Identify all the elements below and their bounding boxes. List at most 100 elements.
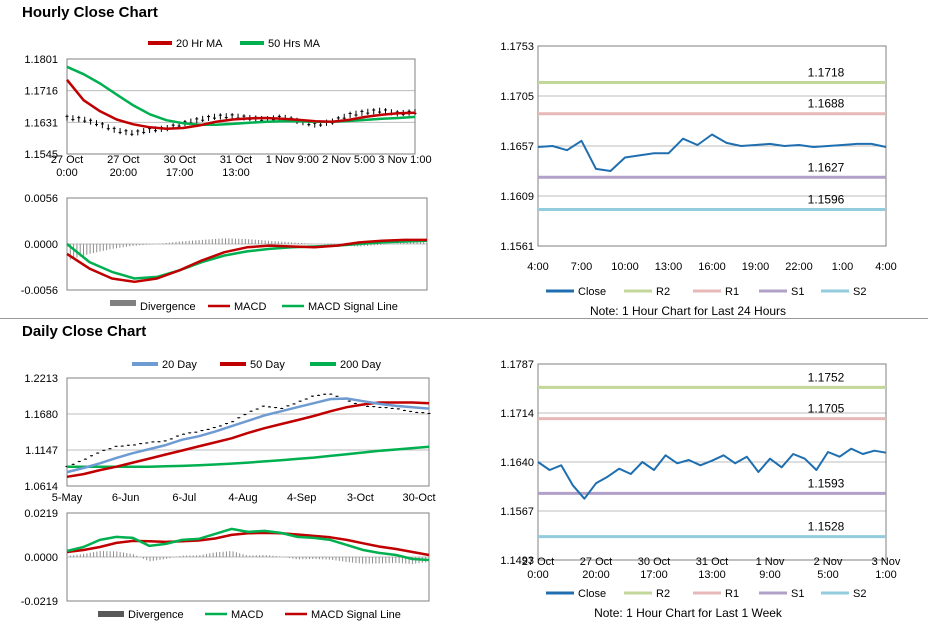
- legend-label: 20 Day: [162, 359, 197, 371]
- y-tick-label: 1.1147: [25, 445, 58, 457]
- hourly-macd-chart: 0.0056 0.0000 -0.0056 Divergence MACD MACD Si…: [21, 193, 428, 313]
- y-tick-label: 0.0000: [24, 552, 58, 564]
- legend-label: S1: [791, 286, 804, 298]
- level-label-s1: 1.1593: [808, 476, 845, 490]
- x-tick-label: 5:00: [817, 569, 838, 581]
- x-tick-label: 17:00: [640, 569, 668, 581]
- x-tick-label: 3-Oct: [347, 492, 374, 504]
- legend-swatch: [110, 300, 136, 306]
- x-tick-label: 27 Oct: [51, 154, 83, 166]
- x-tick-label: 2 Nov 5:00: [322, 154, 375, 166]
- x-tick-label: 13:00: [222, 167, 250, 179]
- legend-label: Divergence: [128, 609, 184, 621]
- daily-levels-chart: 1.1787 1.1714 1.1640 1.1567 1.1493 1.1752 1.17…: [500, 359, 901, 620]
- y-tick-label: 0.0000: [24, 239, 58, 251]
- plot-frame: [66, 377, 430, 487]
- y-tick-label: 1.1657: [500, 141, 534, 153]
- x-tick-label: 7:00: [571, 261, 592, 273]
- x-tick-label: 9:00: [759, 569, 780, 581]
- x-tick-label: 10:00: [611, 261, 639, 273]
- y-tick-label: 1.1567: [500, 506, 534, 518]
- y-tick-label: 1.0614: [24, 481, 58, 493]
- x-tick-label: 27 Oct: [107, 154, 139, 166]
- legend-swatch: [98, 611, 124, 617]
- x-tick-label: 13:00: [655, 261, 683, 273]
- macd-line: [66, 527, 430, 562]
- y-tick-label: 1.1561: [500, 241, 534, 253]
- x-tick-label: 30 Oct: [163, 154, 195, 166]
- daily-price-chart: 1.2213 1.1680 1.1147 1.0614 20 Day 50 Day 200 …: [24, 359, 435, 504]
- x-tick-label: 6-Jul: [172, 492, 196, 504]
- x-tick-label: 27 Oct: [580, 556, 612, 568]
- level-label-r2: 1.1718: [808, 65, 845, 79]
- y-tick-label: 1.1787: [500, 359, 534, 371]
- x-tick-label: 4-Sep: [287, 492, 316, 504]
- x-tick-label: 4-Aug: [228, 492, 257, 504]
- legend-label: MACD Signal Line: [311, 609, 401, 621]
- daily-macd-chart: 0.0219 0.0000 -0.0219 Divergence MACD MACD Si…: [21, 508, 430, 621]
- level-label-r1: 1.1705: [808, 402, 845, 416]
- x-tick-label: 16:00: [698, 261, 726, 273]
- ma20-line: [66, 79, 416, 131]
- level-label-r1: 1.1688: [808, 97, 845, 111]
- ma20-line: [66, 397, 430, 474]
- x-tick-label: 5-May: [52, 492, 83, 504]
- legend-label: MACD Signal Line: [308, 301, 398, 313]
- legend-label: S1: [791, 588, 804, 600]
- x-tick-label: 1 Nov: [756, 556, 785, 568]
- y-tick-label: 1.1609: [500, 191, 534, 203]
- x-tick-label: 1 Nov 9:00: [266, 154, 319, 166]
- hourly-price-chart: 1.1801 1.1716 1.1631 1.1545 20 Hr MA 50 Hrs M…: [24, 38, 431, 179]
- legend-label: S2: [853, 286, 866, 298]
- macd-signal-line: [66, 531, 430, 557]
- x-tick-label: 2 Nov: [814, 556, 843, 568]
- legend-label: 20 Hr MA: [176, 38, 223, 50]
- x-tick-label: 20:00: [582, 569, 610, 581]
- legend-label: R1: [725, 286, 739, 298]
- plot-frame: [66, 58, 416, 155]
- legend-label: Close: [578, 588, 606, 600]
- x-tick-label: 6-Jun: [112, 492, 140, 504]
- close-line: [537, 133, 887, 172]
- x-tick-label: 30 Oct: [638, 556, 670, 568]
- level-label-r2: 1.1752: [808, 370, 845, 384]
- x-tick-label: 4:00: [875, 261, 896, 273]
- x-tick-label: 1:00: [832, 261, 853, 273]
- x-tick-label: 0:00: [56, 167, 77, 179]
- y-tick-label: 1.1714: [500, 408, 534, 420]
- y-tick-label: 1.1753: [500, 41, 534, 53]
- x-tick-label: 22:00: [785, 261, 813, 273]
- x-tick-label: 27 Oct: [522, 556, 554, 568]
- x-tick-label: 1:00: [875, 569, 896, 581]
- y-tick-label: 1.1705: [500, 91, 534, 103]
- legend-label: R2: [656, 286, 670, 298]
- y-tick-label: 1.1493: [500, 555, 534, 567]
- y-tick-label: -0.0056: [21, 285, 58, 297]
- level-label-s1: 1.1627: [808, 160, 845, 174]
- x-tick-label: 31 Oct: [696, 556, 728, 568]
- legend-label: R1: [725, 588, 739, 600]
- ma200-line: [67, 445, 430, 468]
- hourly-section-title: Hourly Close Chart: [22, 4, 158, 21]
- y-tick-label: 1.1801: [24, 54, 58, 66]
- daily-section-title: Daily Close Chart: [22, 323, 147, 340]
- y-tick-label: 1.1716: [24, 86, 58, 98]
- x-tick-label: 3 Nov: [872, 556, 901, 568]
- macd-signal-line: [66, 239, 428, 280]
- section-divider: [0, 318, 928, 319]
- chart-note: Note: 1 Hour Chart for Last 1 Week: [594, 606, 783, 620]
- y-tick-label: 0.0056: [24, 193, 58, 205]
- level-label-s2: 1.1528: [808, 520, 845, 534]
- level-label-s2: 1.1596: [808, 193, 845, 207]
- legend-label: S2: [853, 588, 866, 600]
- hourly-levels-chart: 1.1753 1.1705 1.1657 1.1609 1.1561 1.1718 1.16…: [500, 41, 896, 318]
- y-tick-label: 1.1545: [24, 149, 58, 161]
- chart-note: Note: 1 Hour Chart for Last 24 Hours: [590, 304, 786, 318]
- ma50-line: [66, 401, 430, 479]
- close-line: [537, 447, 887, 500]
- x-tick-label: 0:00: [527, 569, 548, 581]
- x-tick-label: 13:00: [698, 569, 726, 581]
- x-tick-label: 17:00: [166, 167, 194, 179]
- x-tick-label: 30-Oct: [402, 492, 435, 504]
- x-tick-label: 20:00: [110, 167, 138, 179]
